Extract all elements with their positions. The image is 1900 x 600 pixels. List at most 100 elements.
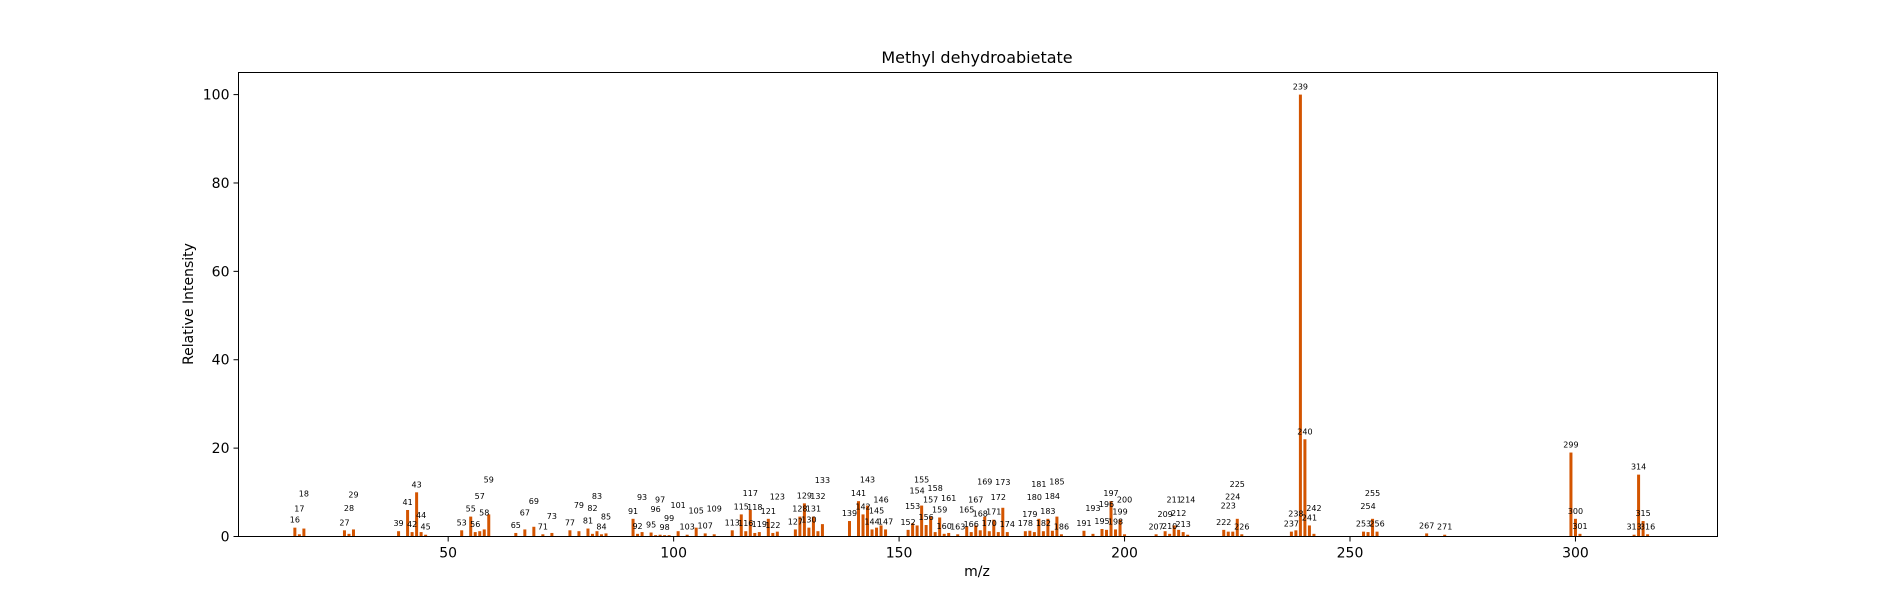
peak-bar-16 <box>293 527 297 537</box>
peak-bar-197 <box>1109 501 1113 537</box>
peak-bar-315 <box>1641 521 1645 537</box>
peak-bar-185 <box>1055 516 1059 537</box>
peak-label-316: 316 <box>1640 522 1655 531</box>
peak-bar-212 <box>1177 529 1181 537</box>
peak-bar-267 <box>1425 533 1429 537</box>
y-tick-label-40: 40 <box>212 353 230 369</box>
peak-bar-239 <box>1298 94 1302 537</box>
peak-label-169: 169 <box>977 478 992 487</box>
peak-label-133: 133 <box>815 476 830 485</box>
peak-label-97: 97 <box>655 496 665 505</box>
peak-label-314: 314 <box>1631 463 1646 472</box>
peak-bar-133 <box>820 524 824 537</box>
peak-label-44: 44 <box>416 511 426 520</box>
peak-label-146: 146 <box>873 495 888 504</box>
y-tick-label-60: 60 <box>212 264 230 280</box>
peak-bar-127 <box>793 529 797 537</box>
peak-label-196: 196 <box>1099 500 1114 509</box>
peak-bar-96 <box>654 535 658 537</box>
peak-bar-253 <box>1362 531 1366 537</box>
peak-label-197: 197 <box>1103 489 1118 498</box>
peak-bar-45 <box>424 534 428 537</box>
peak-label-84: 84 <box>596 522 606 531</box>
peak-bar-225 <box>1235 518 1239 537</box>
peak-label-28: 28 <box>344 504 354 513</box>
peak-label-127: 127 <box>788 517 803 526</box>
peak-label-116: 116 <box>738 519 753 528</box>
peak-bar-156 <box>924 525 928 537</box>
peak-label-67: 67 <box>520 508 530 517</box>
peak-label-17: 17 <box>294 504 304 513</box>
peak-bar-168 <box>978 530 982 537</box>
peak-bar-183 <box>1046 518 1050 537</box>
peak-label-212: 212 <box>1171 509 1186 518</box>
peak-bar-313 <box>1632 534 1636 537</box>
peak-bar-141 <box>857 501 861 537</box>
peak-label-143: 143 <box>860 476 875 485</box>
peak-bar-81 <box>586 528 590 537</box>
peak-label-154: 154 <box>909 486 924 495</box>
peak-bar-42 <box>410 532 414 537</box>
peak-label-147: 147 <box>878 517 893 526</box>
peak-label-271: 271 <box>1437 523 1452 532</box>
peak-label-92: 92 <box>632 522 642 531</box>
peak-label-93: 93 <box>637 493 647 502</box>
peak-bar-299 <box>1569 452 1573 537</box>
peak-bar-39 <box>397 531 401 537</box>
peak-label-158: 158 <box>928 484 943 493</box>
peak-bar-196 <box>1105 529 1109 537</box>
peak-label-213: 213 <box>1176 520 1191 529</box>
peak-label-152: 152 <box>900 518 915 527</box>
peak-bar-59 <box>487 514 491 537</box>
peak-label-157: 157 <box>923 496 938 505</box>
peak-label-240: 240 <box>1297 427 1312 436</box>
peak-bar-144 <box>870 529 874 537</box>
peak-bar-157 <box>929 516 933 537</box>
peak-label-121: 121 <box>761 507 776 516</box>
peak-bar-182 <box>1041 531 1045 537</box>
peak-bar-71 <box>541 534 545 537</box>
peak-label-182: 182 <box>1036 519 1051 528</box>
peak-bar-195 <box>1100 528 1104 537</box>
peak-label-160: 160 <box>937 522 952 531</box>
peak-label-132: 132 <box>810 492 825 501</box>
chart-title: Methyl dehydroabietate <box>881 48 1072 67</box>
peak-label-115: 115 <box>734 502 749 511</box>
peak-bar-255 <box>1371 518 1375 537</box>
peak-bar-67 <box>523 529 527 537</box>
peak-bar-83 <box>595 531 599 537</box>
peak-bar-116 <box>744 531 748 537</box>
peak-bar-27 <box>342 530 346 537</box>
peak-bar-147 <box>884 529 888 537</box>
peak-bar-121 <box>766 518 770 537</box>
y-tick-label-20: 20 <box>212 441 230 457</box>
peak-label-29: 29 <box>348 490 358 499</box>
peak-label-186: 186 <box>1054 522 1069 531</box>
peak-bar-158 <box>933 532 937 537</box>
peak-bar-101 <box>676 531 680 537</box>
peak-label-299: 299 <box>1563 441 1578 450</box>
peak-bar-92 <box>636 533 640 537</box>
peak-bar-213 <box>1181 532 1185 537</box>
peak-bar-107 <box>703 533 707 537</box>
peak-bar-117 <box>748 509 752 537</box>
peak-bar-210 <box>1168 533 1172 537</box>
peak-bar-130 <box>807 527 811 537</box>
peak-bar-91 <box>631 518 635 537</box>
peak-bar-55 <box>469 516 473 537</box>
peak-bar-115 <box>739 514 743 537</box>
peak-label-119: 119 <box>752 520 767 529</box>
peak-bar-119 <box>757 532 761 537</box>
peak-label-139: 139 <box>842 509 857 518</box>
peak-bar-103 <box>685 534 689 537</box>
peak-label-184: 184 <box>1045 492 1060 501</box>
peak-label-256: 256 <box>1369 520 1384 529</box>
peak-bar-184 <box>1050 530 1054 537</box>
peak-label-301: 301 <box>1572 522 1587 531</box>
peak-label-180: 180 <box>1027 493 1042 502</box>
peak-label-99: 99 <box>664 514 674 523</box>
peak-label-69: 69 <box>529 497 539 506</box>
peak-bar-242 <box>1312 533 1316 537</box>
